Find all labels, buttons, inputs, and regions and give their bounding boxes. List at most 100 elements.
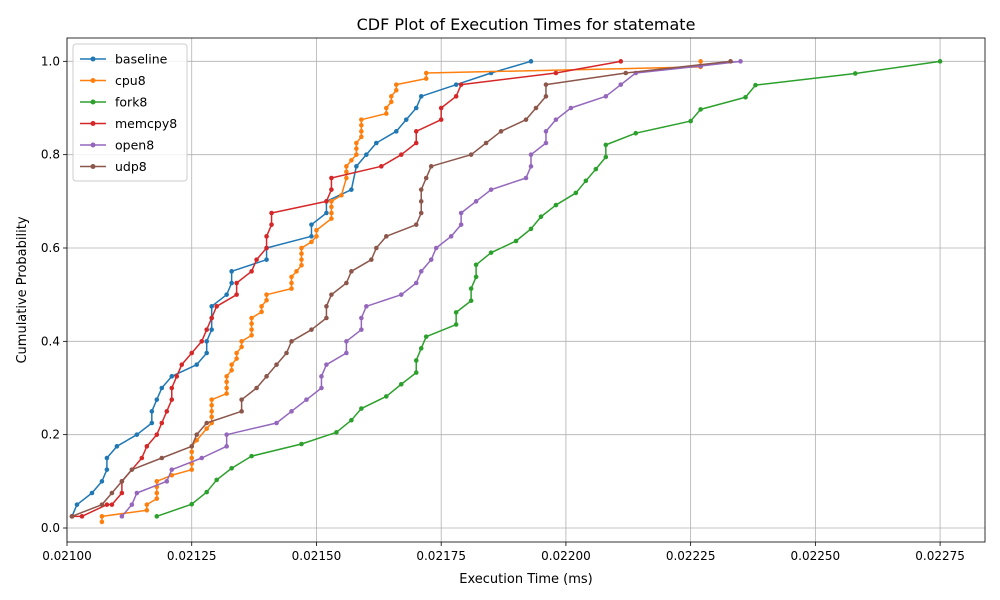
series-memcpy8 — [69, 59, 624, 519]
data-point-open8 — [458, 210, 464, 216]
data-point-open8 — [448, 234, 454, 239]
data-point-open8 — [528, 164, 534, 169]
data-point-memcpy8 — [179, 362, 185, 367]
legend-item-udp8: udp8 — [80, 159, 147, 174]
x-tick-label: 0.02175 — [416, 549, 466, 563]
data-point-open8 — [319, 374, 324, 379]
data-point-baseline — [114, 444, 120, 449]
data-point-cpu8 — [224, 379, 229, 385]
data-point-cpu8 — [239, 344, 244, 350]
data-point-fork8 — [453, 310, 459, 315]
data-point-cpu8 — [329, 204, 334, 210]
data-point-baseline — [104, 467, 110, 472]
y-tick-label: 1.0 — [41, 54, 60, 68]
legend-item-fork8: fork8 — [80, 95, 147, 110]
data-point-baseline — [134, 432, 140, 437]
x-tick-label: 0.02150 — [292, 549, 342, 563]
data-point-fork8 — [473, 262, 479, 268]
legend-item-open8: open8 — [80, 138, 154, 153]
data-point-fork8 — [538, 214, 544, 220]
data-point-udp8 — [194, 432, 200, 437]
data-point-udp8 — [533, 105, 539, 111]
data-point-baseline — [229, 280, 234, 286]
data-point-baseline — [74, 502, 80, 507]
data-point-open8 — [324, 362, 329, 367]
data-point-memcpy8 — [453, 94, 459, 99]
data-point-memcpy8 — [438, 105, 444, 111]
data-point-open8 — [319, 385, 324, 391]
data-point-fork8 — [603, 142, 609, 148]
data-point-memcpy8 — [79, 514, 85, 519]
data-point-cpu8 — [344, 164, 349, 169]
data-point-cpu8 — [359, 117, 364, 122]
data-point-open8 — [134, 490, 140, 496]
data-point-cpu8 — [224, 391, 229, 396]
legend-label: fork8 — [115, 95, 147, 110]
y-tick-label: 0.6 — [41, 241, 60, 255]
data-point-udp8 — [369, 257, 374, 262]
data-point-fork8 — [528, 226, 534, 232]
data-point-open8 — [433, 245, 439, 251]
data-point-open8 — [289, 409, 294, 414]
data-point-cpu8 — [329, 199, 334, 204]
data-point-memcpy8 — [234, 280, 239, 286]
data-point-cpu8 — [249, 321, 254, 326]
data-point-memcpy8 — [438, 117, 444, 122]
data-point-open8 — [473, 199, 479, 204]
data-point-udp8 — [349, 269, 354, 274]
data-point-udp8 — [344, 280, 349, 286]
x-axis-label: Execution Time (ms) — [459, 572, 592, 587]
data-point-cpu8 — [144, 502, 150, 507]
data-point-open8 — [129, 502, 135, 507]
x-tick-label: 0.02225 — [666, 549, 716, 563]
data-point-udp8 — [384, 234, 389, 239]
grid-layer — [66, 38, 985, 542]
data-point-open8 — [344, 350, 349, 356]
data-point-cpu8 — [354, 140, 359, 146]
series-layer — [69, 59, 943, 525]
data-point-open8 — [398, 292, 404, 297]
data-point-cpu8 — [264, 297, 269, 303]
data-point-baseline — [528, 59, 534, 64]
data-point-memcpy8 — [329, 175, 334, 181]
data-point-fork8 — [359, 406, 364, 411]
data-point-cpu8 — [354, 146, 359, 151]
data-point-fork8 — [413, 358, 419, 363]
data-point-open8 — [169, 467, 175, 472]
data-point-memcpy8 — [254, 257, 259, 262]
data-point-baseline — [224, 292, 229, 297]
x-tick-label: 0.02275 — [915, 549, 965, 563]
data-point-udp8 — [483, 140, 489, 146]
data-point-memcpy8 — [169, 385, 175, 391]
data-point-baseline — [204, 350, 209, 356]
data-point-open8 — [528, 152, 534, 157]
data-point-open8 — [418, 269, 424, 274]
legend-box — [72, 43, 188, 182]
data-point-fork8 — [154, 514, 160, 519]
data-point-baseline — [169, 374, 175, 379]
data-point-cpu8 — [249, 327, 254, 332]
data-point-baseline — [453, 82, 459, 87]
data-point-open8 — [359, 327, 364, 332]
data-point-cpu8 — [384, 111, 389, 116]
data-point-cpu8 — [384, 105, 389, 111]
data-point-baseline — [204, 339, 209, 344]
series-udp8 — [69, 59, 733, 519]
y-tick-label: 0.2 — [41, 428, 60, 442]
data-point-memcpy8 — [209, 315, 214, 321]
data-point-open8 — [543, 140, 549, 146]
data-point-open8 — [603, 94, 609, 99]
data-point-open8 — [738, 59, 743, 64]
series-line-cpu8 — [101, 61, 702, 522]
data-point-memcpy8 — [109, 502, 115, 507]
data-point-udp8 — [418, 210, 424, 216]
data-point-cpu8 — [234, 350, 239, 356]
data-point-fork8 — [468, 298, 474, 304]
data-point-cpu8 — [299, 262, 304, 268]
data-point-udp8 — [329, 292, 334, 297]
data-point-memcpy8 — [324, 199, 329, 204]
data-point-udp8 — [374, 245, 379, 251]
plot-frame — [66, 37, 986, 543]
data-point-open8 — [568, 105, 574, 111]
